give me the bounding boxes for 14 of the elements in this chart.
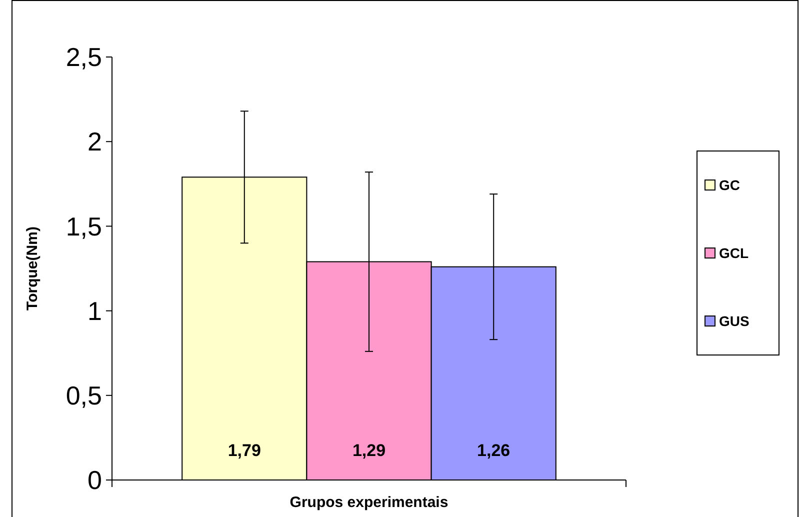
y-tick-label: 0,5 bbox=[66, 380, 102, 410]
y-axis-title: Torque(Nm) bbox=[24, 226, 41, 310]
data-label: 1,29 bbox=[352, 441, 386, 460]
y-tick-label: 0 bbox=[88, 465, 102, 496]
y-tick-label: 2 bbox=[88, 126, 102, 157]
data-label: 1,79 bbox=[228, 441, 261, 460]
y-tick-label: 1 bbox=[88, 296, 102, 326]
y-tick-label: 2,5 bbox=[66, 42, 102, 72]
legend-label: GC bbox=[719, 176, 740, 193]
data-label: 1,26 bbox=[477, 441, 510, 460]
y-tick-label: 1,5 bbox=[66, 211, 102, 242]
legend-label: GUS bbox=[719, 312, 750, 329]
x-axis-title: Grupos experimentais bbox=[290, 494, 448, 511]
legend-label: GCL bbox=[719, 244, 749, 261]
